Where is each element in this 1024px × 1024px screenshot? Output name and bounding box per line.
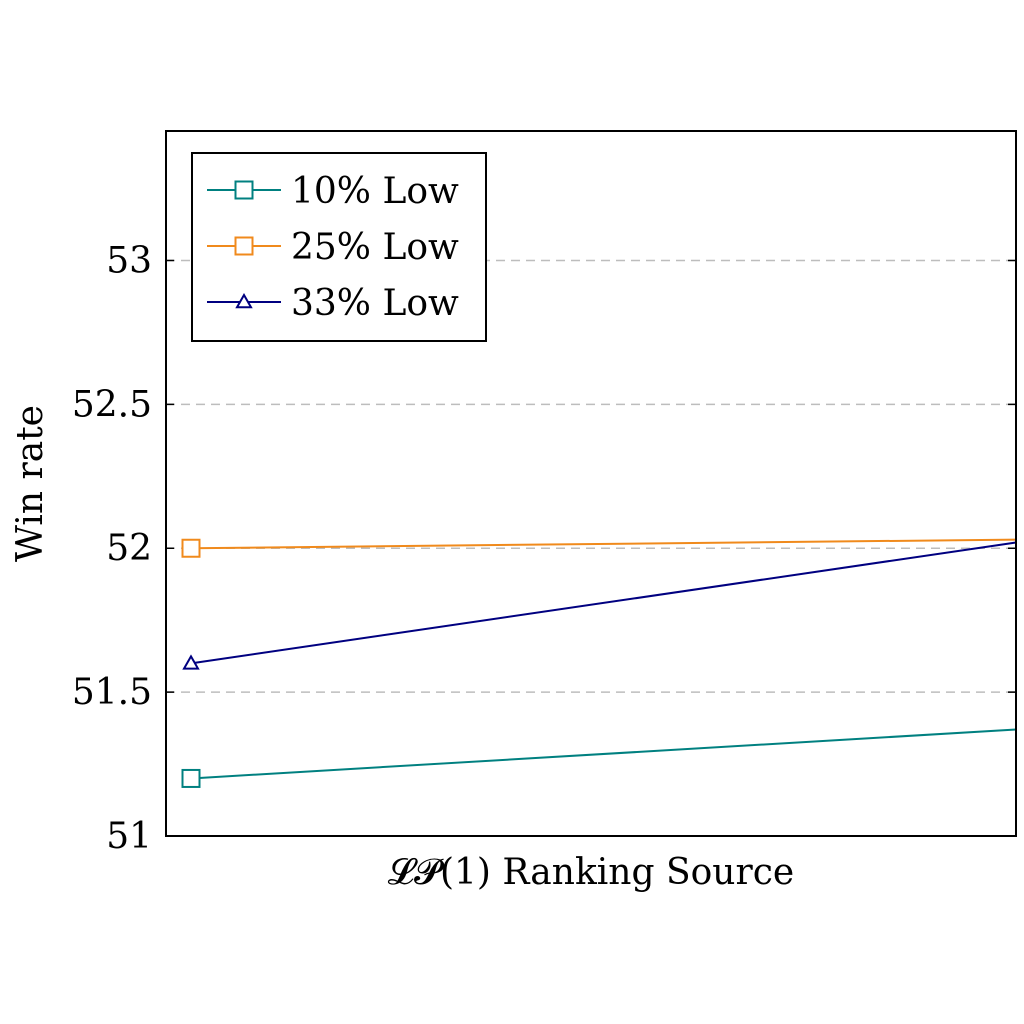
- series-line: [190, 541, 1017, 665]
- y-tick-label: 52: [106, 528, 152, 569]
- data-point-marker: [181, 768, 201, 788]
- legend-marker: [234, 180, 254, 200]
- legend-marker: [235, 292, 253, 309]
- data-point-marker: [182, 654, 200, 670]
- y-tick-label: 52.5: [72, 384, 152, 425]
- series-3: [182, 541, 1017, 670]
- y-axis-label: Win rate: [10, 405, 51, 562]
- x-axis-label: 𝓛𝓟(1) Ranking Source: [388, 852, 794, 893]
- plot-frame: [165, 130, 1017, 837]
- legend-item: 33% Low: [207, 283, 459, 324]
- series-1: [181, 728, 1017, 788]
- series-layer: [181, 538, 1017, 788]
- legend-label: 10% Low: [291, 171, 459, 212]
- y-tick-label: 51: [106, 816, 152, 857]
- y-axis-ticks: 51 51.5 52 52.5 53: [72, 240, 1016, 857]
- series-line: [190, 728, 1017, 780]
- series-2: [181, 538, 1017, 558]
- legend-item: 10% Low: [207, 171, 459, 212]
- legend-marker: [234, 236, 254, 256]
- y-tick-label: 53: [106, 240, 152, 281]
- y-tick-label: 51.5: [72, 672, 152, 713]
- data-point-marker: [181, 538, 201, 558]
- legend-item: 25% Low: [207, 227, 459, 268]
- series-line: [190, 538, 1017, 550]
- legend: 10% Low 25% Low 33% Low: [191, 152, 487, 342]
- legend-label: 25% Low: [291, 227, 459, 268]
- legend-label: 33% Low: [291, 283, 459, 324]
